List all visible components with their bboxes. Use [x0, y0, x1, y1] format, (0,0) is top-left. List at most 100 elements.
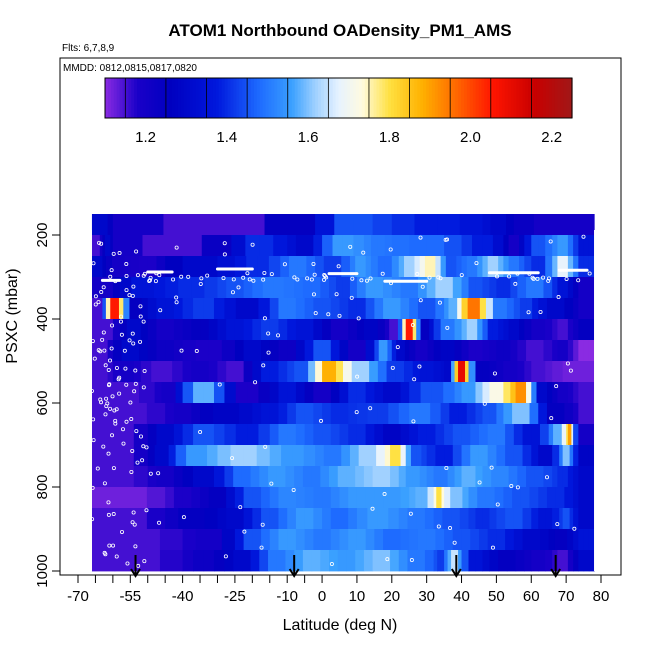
- heatmap-cell: [243, 319, 253, 341]
- heatmap-cell: [234, 256, 247, 278]
- heatmap-cell: [578, 529, 585, 551]
- heatmap-cell: [578, 466, 585, 488]
- heatmap-cell: [348, 487, 358, 509]
- heatmap-cell: [402, 319, 407, 341]
- sample-marker: [535, 276, 540, 281]
- heatmap-cell: [110, 403, 130, 425]
- heatmap-cell: [491, 466, 501, 488]
- heatmap-cell: [191, 487, 201, 509]
- heatmap-cell: [409, 319, 414, 341]
- heatmap-cell: [398, 508, 409, 530]
- sample-marker: [292, 275, 297, 280]
- sample-marker: [124, 273, 129, 278]
- sample-marker: [395, 345, 400, 350]
- heatmap-cell: [461, 424, 471, 446]
- heatmap-cell: [435, 424, 445, 446]
- colorbar-swatch: [253, 78, 258, 118]
- sample-marker: [359, 278, 364, 283]
- sample-marker: [89, 388, 94, 393]
- sample-marker: [90, 517, 95, 522]
- colorbar-swatch: [151, 78, 156, 118]
- colorbar-swatch: [423, 78, 427, 118]
- heatmap-cell: [437, 550, 442, 572]
- sample-marker: [98, 349, 103, 354]
- heatmap-cell: [322, 361, 330, 383]
- colorbar-swatch: [458, 78, 462, 118]
- heatmap-cell: [489, 277, 497, 299]
- sample-marker: [385, 557, 390, 562]
- heatmap-cell: [461, 256, 468, 278]
- sample-marker: [311, 261, 316, 266]
- heatmap-cell: [562, 508, 567, 530]
- heatmap-cell: [470, 424, 480, 446]
- heatmap-cell: [105, 319, 114, 341]
- colorbar-tick-label: 1.2: [135, 129, 156, 146]
- heatmap-cell: [506, 298, 515, 320]
- heatmap-cell: [322, 403, 332, 425]
- colorbar-swatch: [364, 78, 369, 118]
- heatmap-cell: [588, 445, 595, 467]
- heatmap-cell: [287, 424, 297, 446]
- sample-marker: [312, 272, 317, 277]
- sample-marker: [380, 271, 385, 276]
- heatmap-cell: [195, 529, 210, 551]
- heatmap-cell: [417, 277, 428, 299]
- heatmap-cell: [387, 340, 393, 362]
- heatmap-cell: [203, 298, 215, 320]
- heatmap-cell: [348, 340, 358, 362]
- heatmap-cell: [203, 382, 215, 404]
- heatmap-cell: [128, 487, 148, 509]
- heatmap-cell: [391, 487, 402, 509]
- sample-marker: [108, 274, 113, 279]
- heatmap-cell: [278, 319, 288, 341]
- heatmap-cell: [409, 424, 419, 446]
- heatmap-cell: [332, 235, 344, 257]
- heatmap-cell: [208, 340, 223, 362]
- heatmap-cell: [400, 529, 410, 551]
- heatmap-cell: [407, 550, 417, 572]
- heatmap-cell: [452, 277, 463, 299]
- sample-marker: [576, 278, 581, 283]
- heatmap-cell: [409, 487, 416, 509]
- sample-marker: [119, 314, 124, 319]
- heatmap-cell: [545, 361, 553, 383]
- heatmap-cell: [156, 424, 166, 446]
- x-tick-label: 30: [418, 588, 435, 605]
- heatmap-cell: [557, 235, 564, 257]
- sample-marker: [291, 487, 296, 492]
- heatmap-cell: [437, 214, 461, 236]
- heatmap-cell: [278, 298, 288, 320]
- heatmap-cell: [400, 277, 410, 299]
- colorbar-swatch: [566, 78, 570, 118]
- heatmap-cell: [243, 529, 253, 551]
- colorbar-swatch: [207, 78, 211, 118]
- sample-marker: [99, 241, 104, 246]
- heatmap-cell: [341, 256, 351, 278]
- heatmap-cell: [543, 340, 553, 362]
- x-tick-label: 20: [383, 588, 400, 605]
- colorbar-swatch: [323, 78, 328, 118]
- sample-marker: [515, 485, 520, 490]
- heatmap-cell: [363, 550, 374, 572]
- heatmap-cell: [173, 424, 184, 446]
- colorbar-swatch: [379, 78, 383, 118]
- x-axis: -70 -55 -40 -25 -10 0 10 20 30 40 50 60 70 80: [67, 575, 609, 605]
- heatmap-cell: [475, 382, 484, 404]
- sample-marker: [251, 278, 256, 283]
- heatmap-cell: [452, 424, 463, 446]
- heatmap-cell: [112, 361, 121, 383]
- heatmap-cell: [243, 340, 253, 362]
- heatmap-cell: [259, 550, 269, 572]
- heatmap-cell: [283, 277, 295, 299]
- heatmap-cell: [336, 361, 344, 383]
- heatmap-cell: [489, 382, 497, 404]
- sample-marker: [90, 485, 95, 490]
- heatmap-cell: [377, 235, 386, 257]
- heatmap-cell: [304, 424, 314, 446]
- colorbar-swatch: [569, 78, 573, 118]
- heatmap-cell: [552, 466, 559, 488]
- colorbar-swatch: [131, 78, 135, 118]
- colorbar-swatch: [248, 78, 252, 118]
- heatmap-cell: [233, 466, 243, 488]
